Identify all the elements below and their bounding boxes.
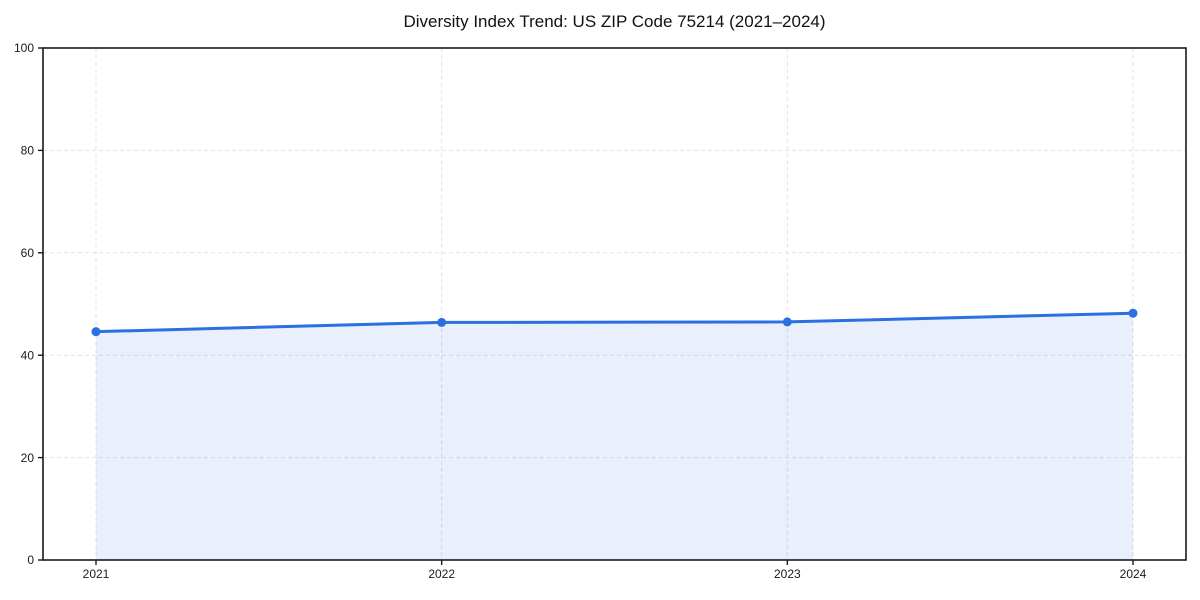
x-tick-label: 2021 [83, 567, 110, 581]
data-point-marker [782, 317, 792, 327]
x-tick-label: 2024 [1120, 567, 1147, 581]
chart-title: Diversity Index Trend: US ZIP Code 75214… [403, 12, 826, 31]
y-tick-label: 60 [21, 246, 35, 260]
data-point-marker [1128, 308, 1138, 318]
data-point-marker [437, 317, 447, 327]
y-tick-label: 20 [21, 451, 35, 465]
area-fill [96, 313, 1133, 560]
y-tick-label: 80 [21, 144, 35, 158]
y-tick-label: 100 [14, 41, 34, 55]
x-tick-label: 2023 [774, 567, 801, 581]
axes-spines [42, 47, 1187, 561]
y-tick-label: 0 [27, 553, 34, 567]
trend-line [94, 311, 1135, 334]
y-tick-label: 40 [21, 348, 35, 362]
data-point-marker [91, 327, 101, 337]
x-tick-label: 2022 [428, 567, 455, 581]
